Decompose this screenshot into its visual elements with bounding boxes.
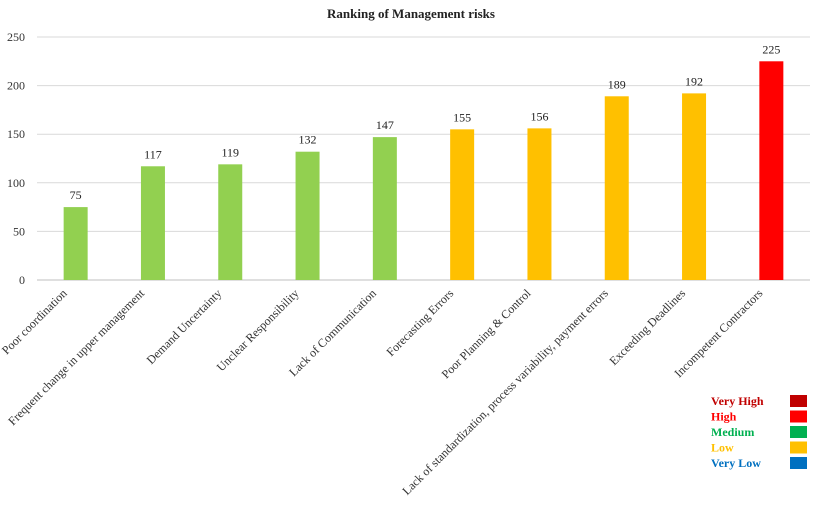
data-label: 119 — [221, 145, 239, 159]
x-tick-label: Demand Uncertainty — [144, 286, 225, 367]
x-tick-label: Frequent change in upper management — [5, 286, 147, 428]
data-label: 189 — [608, 77, 626, 91]
legend-swatch — [790, 395, 807, 407]
y-tick-label: 250 — [7, 30, 25, 44]
grid — [37, 36, 810, 281]
data-label: 192 — [685, 74, 703, 88]
y-axis: 0 50 100 150 200 250 — [7, 30, 25, 287]
bar — [140, 166, 165, 280]
y-tick-label: 100 — [7, 176, 25, 190]
legend-label: Very High — [711, 394, 764, 408]
bar — [450, 129, 475, 280]
x-tick-label: Unclear Responsibility — [214, 286, 302, 374]
bar — [218, 164, 243, 280]
y-tick-label: 150 — [7, 127, 25, 141]
bar — [295, 151, 320, 280]
legend-swatch — [790, 457, 807, 469]
data-label: 155 — [453, 110, 471, 124]
bars — [63, 61, 784, 281]
data-label: 156 — [530, 109, 548, 123]
bar — [63, 207, 88, 280]
bar — [527, 128, 552, 280]
data-label: 117 — [144, 147, 162, 161]
x-tick-label: Lack of Communication — [286, 286, 379, 379]
bar — [759, 61, 784, 280]
y-tick-label: 200 — [7, 79, 25, 93]
bar — [372, 137, 397, 280]
x-tick-label: Exceeding Deadlines — [606, 286, 688, 368]
data-label: 75 — [70, 188, 82, 202]
legend-swatch — [790, 410, 807, 423]
bar — [604, 96, 629, 281]
x-tick-label: Poor coordination — [0, 286, 70, 357]
data-label: 225 — [762, 42, 780, 56]
legend-label: Low — [711, 441, 734, 455]
data-labels: 75 117 119 132 147 155 156 189 192 225 — [70, 42, 781, 202]
y-tick-label: 0 — [19, 273, 25, 287]
data-label: 147 — [376, 118, 394, 132]
y-tick-label: 50 — [13, 224, 25, 238]
legend-swatch — [790, 426, 807, 438]
legend-label: High — [711, 410, 737, 424]
legend-label: Medium — [711, 425, 754, 439]
chart-title: Ranking of Management risks — [327, 6, 495, 21]
data-label: 132 — [299, 133, 317, 147]
x-tick-label: Forecasting Errors — [383, 286, 456, 359]
legend-swatch — [790, 441, 807, 454]
bar — [682, 93, 707, 280]
legend-label: Very Low — [711, 456, 761, 470]
x-tick-label: Incompetent Contractors — [671, 286, 765, 380]
